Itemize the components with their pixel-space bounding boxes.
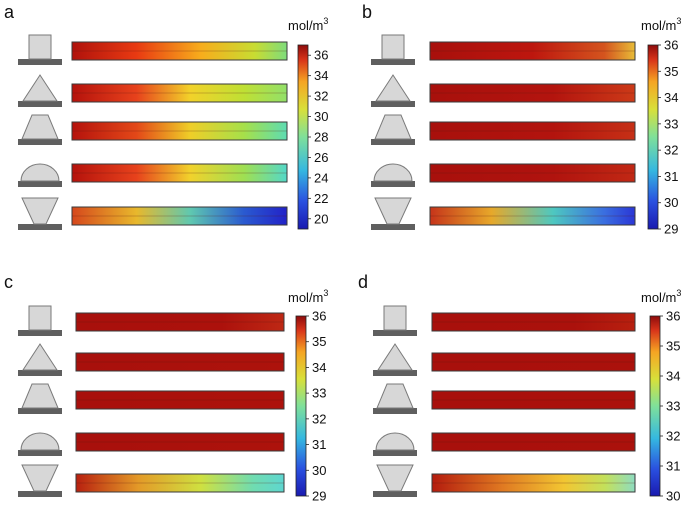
colorbar-tick-label: 26 [314, 150, 328, 165]
colorbar-tick-label: 36 [314, 48, 328, 63]
colorbar-tick-label: 33 [666, 399, 680, 414]
semicircle-shape-icon [20, 163, 60, 182]
substrate-base [371, 181, 415, 187]
trapezoid-shape-icon [374, 114, 412, 140]
square-shape-icon [383, 305, 407, 331]
colorbar-tick-label: 30 [664, 195, 678, 210]
panel-letter: a [4, 2, 15, 22]
colorbar-tick-label: 32 [314, 89, 328, 104]
panel-b: b mol/m3 36 35 34 33 32 31 30 29 [362, 2, 681, 237]
panel-a: a mol/m3 36 34 32 30 28 26 24 22 20 [4, 2, 328, 230]
inverted-trapezoid-shape-icon [374, 197, 412, 225]
panel-letter: b [362, 2, 372, 22]
inverted-trapezoid-shape-icon [21, 197, 59, 225]
substrate-base [18, 139, 62, 145]
colorbar-tick-label: 32 [664, 143, 678, 158]
substrate-base [373, 450, 417, 456]
colorbar-unit-label: mol/m3 [641, 16, 681, 33]
substrate-base [18, 330, 62, 336]
square-shape-icon [381, 34, 405, 60]
colorbar [649, 315, 661, 497]
square-shape-icon [28, 305, 52, 331]
trapezoid-shape-icon [21, 383, 59, 409]
substrate-base [18, 491, 62, 497]
semicircle-shape-icon [20, 432, 60, 451]
substrate-base [18, 408, 62, 414]
triangle-shape-icon [377, 343, 413, 371]
colorbar-tick-label: 35 [666, 339, 680, 354]
substrate-base [373, 491, 417, 497]
colorbar-unit-label: mol/m3 [288, 288, 328, 305]
trapezoid-shape-icon [376, 383, 414, 409]
colorbar-tick-label: 31 [664, 169, 678, 184]
colorbar-tick-label: 30 [314, 109, 328, 124]
inverted-trapezoid-shape-icon [21, 464, 59, 492]
colorbar-tick-label: 34 [312, 360, 326, 375]
substrate-base [18, 59, 62, 65]
colorbar-tick-label: 30 [312, 463, 326, 478]
substrate-base [371, 101, 415, 107]
colorbar-unit-label: mol/m3 [288, 16, 328, 33]
panel-d: d mol/m3 36 35 34 33 32 31 30 [358, 272, 681, 504]
substrate-base [371, 139, 415, 145]
triangle-shape-icon [22, 74, 58, 102]
colorbar-tick-label: 35 [664, 64, 678, 79]
colorbar-tick-label: 35 [312, 334, 326, 349]
colorbar-tick-label: 32 [312, 411, 326, 426]
semicircle-shape-icon [375, 432, 415, 451]
substrate-base [373, 408, 417, 414]
colorbar-tick-label: 24 [314, 170, 328, 185]
colorbar-tick-label: 36 [666, 309, 680, 324]
trapezoid-shape-icon [21, 114, 59, 140]
colorbar-tick-label: 34 [666, 369, 680, 384]
colorbar-tick-label: 34 [664, 90, 678, 105]
colorbar-tick-label: 34 [314, 68, 328, 83]
colorbar [647, 44, 659, 230]
square-shape-icon [28, 34, 52, 60]
colorbar-tick-label: 31 [312, 437, 326, 452]
colorbar-tick-label: 30 [666, 489, 680, 504]
colorbar-tick-label: 20 [314, 211, 328, 226]
triangle-shape-icon [375, 74, 411, 102]
colorbar-tick-label: 36 [312, 309, 326, 324]
panel-c: c mol/m3 36 35 34 33 32 31 30 29 [4, 272, 328, 504]
inverted-trapezoid-shape-icon [376, 464, 414, 492]
colorbar-unit-label: mol/m3 [641, 288, 681, 305]
substrate-base [18, 224, 62, 230]
triangle-shape-icon [22, 343, 58, 371]
substrate-base [18, 101, 62, 107]
substrate-base [18, 450, 62, 456]
colorbar-tick-label: 31 [666, 459, 680, 474]
colorbar-tick-label: 32 [666, 429, 680, 444]
substrate-base [371, 224, 415, 230]
substrate-base [373, 330, 417, 336]
panel-letter: c [4, 272, 13, 292]
colorbar-tick-label: 36 [664, 38, 678, 53]
colorbar [297, 44, 309, 230]
semicircle-shape-icon [373, 163, 413, 182]
substrate-base [18, 370, 62, 376]
colorbar-tick-label: 29 [312, 489, 326, 504]
colorbar-tick-label: 33 [664, 116, 678, 131]
colorbar-tick-label: 33 [312, 386, 326, 401]
colorbar [295, 315, 307, 497]
substrate-base [371, 59, 415, 65]
colorbar-tick-label: 29 [664, 222, 678, 237]
colorbar-tick-label: 22 [314, 191, 328, 206]
colorbar-tick-label: 28 [314, 130, 328, 145]
substrate-base [18, 181, 62, 187]
substrate-base [373, 370, 417, 376]
panel-letter: d [358, 272, 368, 292]
